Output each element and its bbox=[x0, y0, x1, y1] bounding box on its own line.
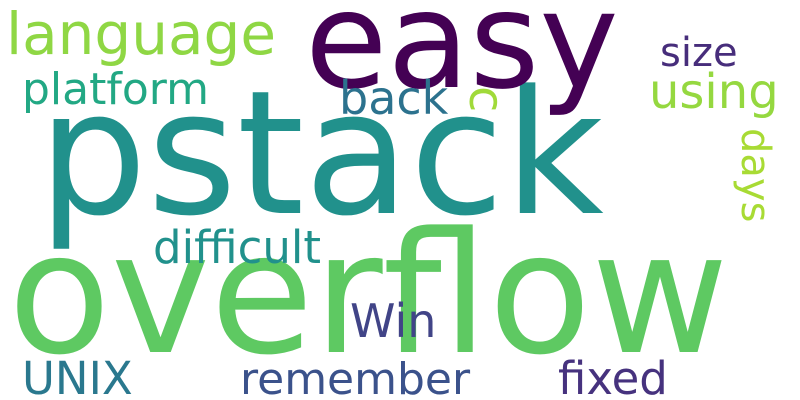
word-difficult: difficult bbox=[153, 221, 321, 274]
word-using: using bbox=[649, 64, 779, 120]
word-fixed: fixed bbox=[558, 352, 668, 400]
word-language: language bbox=[6, 0, 277, 68]
word-pstack: pstack bbox=[38, 53, 604, 254]
word-easy: easy bbox=[305, 0, 619, 119]
word-c: c bbox=[458, 86, 514, 113]
word-win: Win bbox=[350, 294, 437, 348]
word-back: back bbox=[339, 71, 449, 125]
word-unix: UNIX bbox=[22, 352, 133, 400]
word-remember: remember bbox=[240, 354, 471, 400]
word-size: size bbox=[660, 30, 738, 76]
word-platform: platform bbox=[22, 64, 209, 115]
word-overflow: overflow bbox=[8, 196, 729, 392]
word-days: days bbox=[732, 128, 778, 223]
